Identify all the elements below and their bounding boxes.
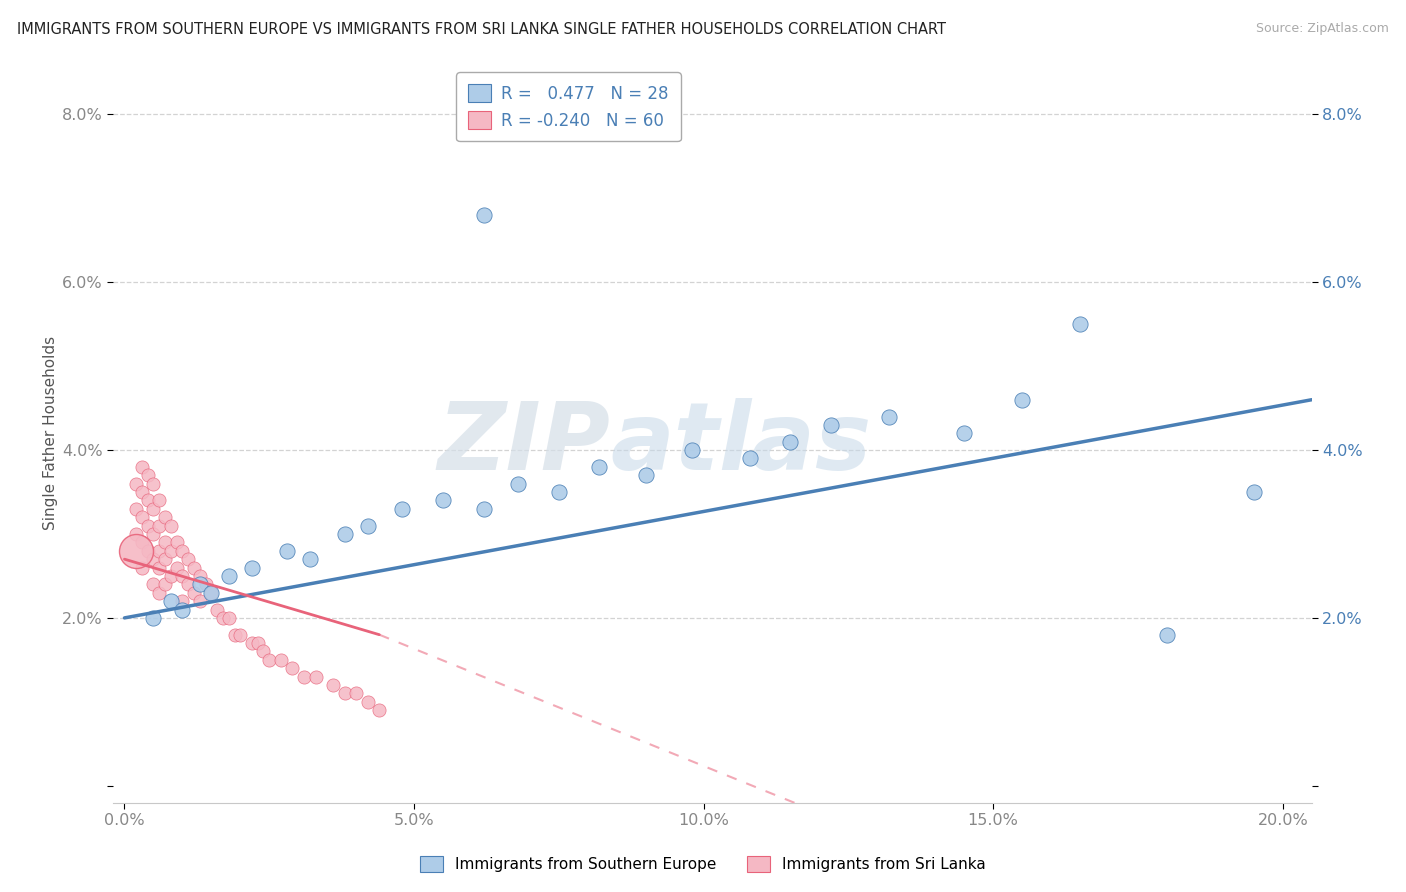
Point bbox=[281, 661, 304, 675]
Point bbox=[298, 552, 321, 566]
Point bbox=[304, 670, 326, 684]
Point bbox=[136, 543, 159, 558]
Point bbox=[148, 585, 170, 599]
Point bbox=[953, 426, 976, 441]
Text: Source: ZipAtlas.com: Source: ZipAtlas.com bbox=[1256, 22, 1389, 36]
Point bbox=[142, 552, 165, 566]
Point bbox=[322, 678, 344, 692]
Point bbox=[368, 703, 391, 717]
Point bbox=[153, 535, 176, 549]
Point bbox=[131, 510, 153, 524]
Point bbox=[142, 476, 165, 491]
Point bbox=[1156, 628, 1178, 642]
Point bbox=[820, 417, 842, 432]
Point bbox=[183, 560, 205, 574]
Point bbox=[166, 535, 188, 549]
Point bbox=[131, 485, 153, 500]
Point bbox=[344, 686, 367, 700]
Point bbox=[218, 611, 240, 625]
Point bbox=[136, 468, 159, 483]
Legend: Immigrants from Southern Europe, Immigrants from Sri Lanka: Immigrants from Southern Europe, Immigra… bbox=[412, 848, 994, 880]
Point bbox=[276, 543, 298, 558]
Point bbox=[547, 485, 569, 500]
Point bbox=[142, 577, 165, 591]
Point bbox=[194, 577, 217, 591]
Point bbox=[183, 585, 205, 599]
Point bbox=[131, 459, 153, 474]
Point bbox=[142, 527, 165, 541]
Point bbox=[125, 501, 148, 516]
Point bbox=[333, 686, 356, 700]
Point bbox=[188, 594, 211, 608]
Point bbox=[153, 577, 176, 591]
Point bbox=[136, 493, 159, 508]
Point bbox=[172, 594, 194, 608]
Point bbox=[131, 535, 153, 549]
Point bbox=[188, 577, 211, 591]
Point bbox=[131, 560, 153, 574]
Point bbox=[177, 577, 200, 591]
Point bbox=[472, 208, 495, 222]
Point bbox=[188, 569, 211, 583]
Text: atlas: atlas bbox=[610, 399, 872, 491]
Point bbox=[240, 560, 263, 574]
Point bbox=[142, 501, 165, 516]
Point bbox=[779, 434, 801, 449]
Point bbox=[432, 493, 454, 508]
Point bbox=[205, 602, 228, 616]
Point bbox=[259, 653, 281, 667]
Point bbox=[172, 569, 194, 583]
Point bbox=[738, 451, 761, 466]
Point bbox=[270, 653, 292, 667]
Point bbox=[148, 518, 170, 533]
Point bbox=[159, 518, 181, 533]
Point bbox=[240, 636, 263, 650]
Point bbox=[229, 628, 252, 642]
Point bbox=[681, 443, 703, 458]
Text: ZIP: ZIP bbox=[437, 399, 610, 491]
Point bbox=[172, 543, 194, 558]
Point bbox=[177, 552, 200, 566]
Y-axis label: Single Father Households: Single Father Households bbox=[44, 336, 58, 531]
Point bbox=[148, 493, 170, 508]
Point bbox=[1243, 485, 1265, 500]
Point bbox=[125, 527, 148, 541]
Point bbox=[153, 552, 176, 566]
Point bbox=[125, 543, 148, 558]
Point bbox=[200, 585, 222, 599]
Point bbox=[125, 476, 148, 491]
Point bbox=[148, 560, 170, 574]
Point bbox=[212, 611, 235, 625]
Point bbox=[588, 459, 610, 474]
Point bbox=[200, 585, 222, 599]
Point bbox=[292, 670, 315, 684]
Point bbox=[246, 636, 269, 650]
Point bbox=[159, 543, 181, 558]
Point bbox=[136, 518, 159, 533]
Point bbox=[877, 409, 900, 424]
Text: IMMIGRANTS FROM SOUTHERN EUROPE VS IMMIGRANTS FROM SRI LANKA SINGLE FATHER HOUSE: IMMIGRANTS FROM SOUTHERN EUROPE VS IMMIG… bbox=[17, 22, 946, 37]
Point bbox=[148, 543, 170, 558]
Point bbox=[1011, 392, 1033, 407]
Point bbox=[391, 501, 413, 516]
Point bbox=[142, 611, 165, 625]
Point bbox=[472, 501, 495, 516]
Legend: R =   0.477   N = 28, R = -0.240   N = 60: R = 0.477 N = 28, R = -0.240 N = 60 bbox=[457, 72, 681, 142]
Point bbox=[166, 560, 188, 574]
Point bbox=[159, 594, 181, 608]
Point bbox=[634, 468, 657, 483]
Point bbox=[333, 527, 356, 541]
Point bbox=[357, 518, 380, 533]
Point bbox=[1069, 317, 1091, 331]
Point bbox=[172, 602, 194, 616]
Point bbox=[508, 476, 530, 491]
Point bbox=[153, 510, 176, 524]
Point bbox=[252, 644, 274, 658]
Point bbox=[224, 628, 246, 642]
Point bbox=[218, 569, 240, 583]
Point bbox=[159, 569, 181, 583]
Point bbox=[357, 695, 380, 709]
